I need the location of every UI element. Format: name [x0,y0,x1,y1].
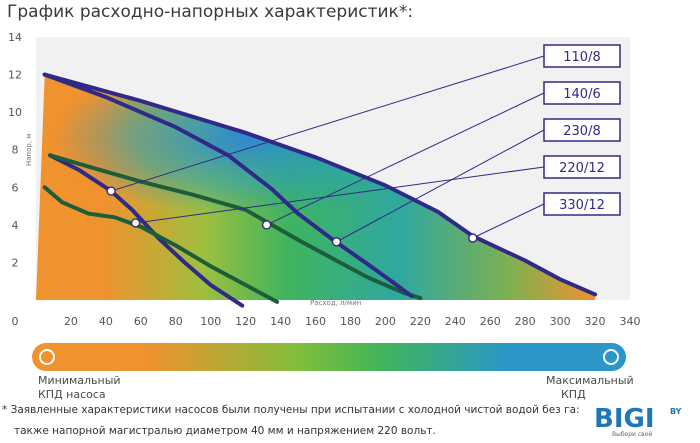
logo-tagline: Выбери свой [612,431,652,438]
legend-box-220-12 [543,155,621,179]
x-tick-label: 340 [620,315,641,328]
legend-label-110-8: 110/8 [563,50,600,65]
x-tick-label: 280 [515,315,536,328]
x-tick-label: 240 [445,315,466,328]
brand-logo: BIGI BY Выбери свой [592,397,700,439]
y-tick-label: 12 [8,69,22,82]
footnote-line-2: также напорной магистралью диаметром 40 … [14,425,436,437]
min-marker-icon [39,349,55,365]
axis-layer: Напор, м Расход, л/мин 20 40 60 80 100 120 140… [8,31,641,328]
min-efficiency-label: Минимальный КПД насоса [38,374,121,402]
page-title: График расходно-напорных характеристик*: [7,2,414,22]
x-tick-label: 80 [169,315,183,328]
max-efficiency-label-line1: Максимальный [546,374,634,387]
x-tick-label: 60 [134,315,148,328]
callout-leader-110-8 [110,55,545,192]
max-efficiency-label-line2: КПД [561,388,586,401]
curves-layer [42,72,598,308]
series-line-110-8 [48,153,245,308]
x-tick-label: 220 [410,315,431,328]
series-marker-140-6 [261,220,272,230]
callout-leader-140-6 [266,92,545,226]
footnote-line-1: * Заявленные характеристики насосов были… [2,404,580,416]
x-axis-label: Расход, л/мин [310,299,361,307]
logo-suffix: BY [670,407,682,416]
legend-box-230-8 [543,118,621,142]
callout-leader-220-12 [135,166,545,224]
legend-label-220-12: 220/12 [559,161,605,176]
series-line-230-8 [42,72,414,299]
max-efficiency-label: Максимальный КПД [546,374,634,402]
x-tick-label: 100 [200,315,221,328]
series-line-330-12 [42,72,598,297]
y-tick-label: 4 [12,219,19,232]
x-tick-label: 120 [235,315,256,328]
x-tick-label: 260 [480,315,501,328]
legend-box-330-12 [543,192,621,216]
y-tick-label: 8 [12,144,19,157]
series-line-220-12 [42,185,280,304]
legend-label-230-8: 230/8 [563,124,600,139]
x-tick-label: 320 [585,315,606,328]
x-tick-label: 300 [550,315,571,328]
series-marker-110-8 [106,186,116,196]
efficiency-bar [32,343,626,371]
legend-box-110-8 [543,44,621,68]
callout-layer: 110/8 140/6 230/8 220/12 330/12 [106,44,621,247]
callout-leader-230-8 [336,129,545,243]
max-marker-icon [603,349,619,365]
x-tick-label: 160 [305,315,326,328]
min-efficiency-label-line2: КПД насоса [38,388,106,401]
y-axis-label: Напор, м [25,133,33,166]
x-tick-label: 180 [340,315,361,328]
origin-label: 0 [12,315,19,328]
series-marker-330-12 [468,233,478,243]
legend-label-330-12: 330/12 [559,198,605,213]
x-tick-label: 140 [270,315,291,328]
series-line-140-6 [48,153,423,301]
efficiency-bar-fill [46,343,612,371]
x-tick-label: 40 [99,315,113,328]
series-marker-230-8 [331,237,342,247]
min-efficiency-label-line1: Минимальный [38,374,121,387]
efficiency-bar-right-cap [598,343,626,371]
logo-text: BIGI [594,404,655,434]
x-tick-label: 20 [64,315,78,328]
x-tick-label: 200 [375,315,396,328]
y-tick-label: 10 [8,106,22,119]
series-marker-220-12 [130,218,141,228]
y-tick-label: 2 [12,256,19,269]
y-tick-label: 14 [8,31,22,44]
efficiency-bar-left-cap [32,343,60,371]
legend-box-140-6 [543,81,621,105]
legend-label-140-6: 140/6 [563,87,600,102]
y-tick-label: 6 [12,181,19,194]
logo-graphic: BIGI BY Выбери свой [594,404,682,438]
callout-leader-330-12 [472,203,545,239]
